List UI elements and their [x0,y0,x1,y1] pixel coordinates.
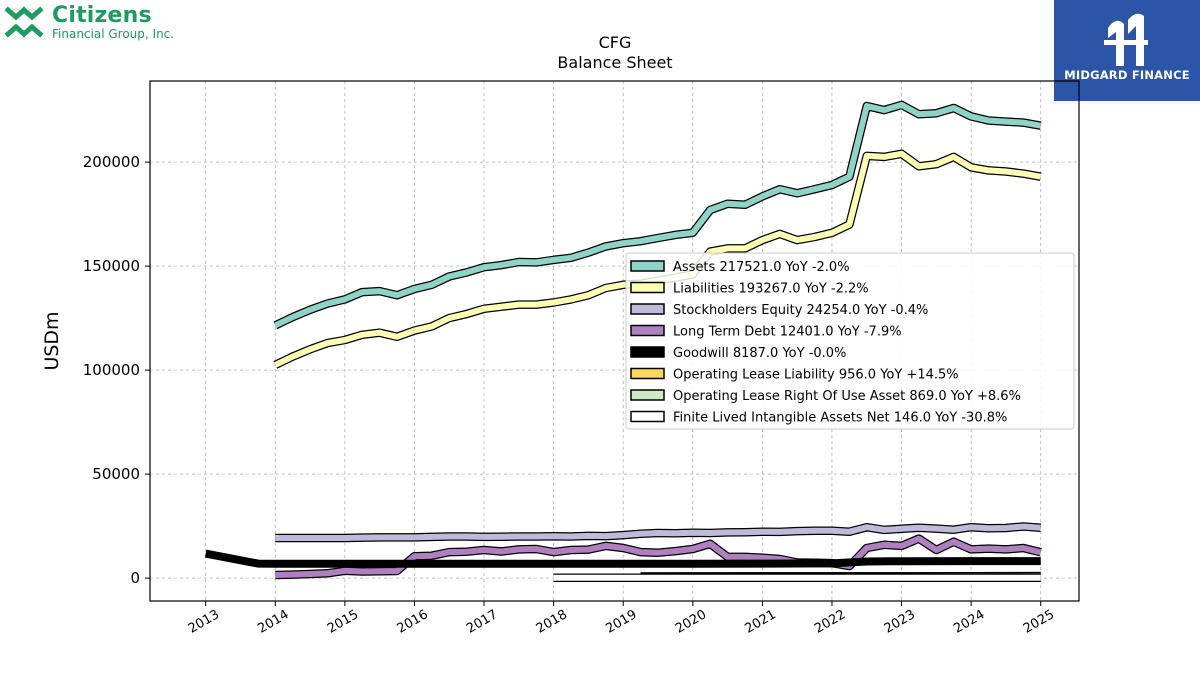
legend-swatch-liabilities [630,281,665,294]
series-lines [204,100,1042,583]
legend-label-assets: Assets 217521.0 YoY -2.0% [673,260,850,275]
x-tick-label: 2022 [812,607,848,637]
legend-swatch-finite-lived-intangible-assets-net [630,410,665,423]
y-tick-label: 0 [130,569,140,587]
legend-swatch-long-term-debt [630,324,665,337]
x-tick-label: 2013 [186,607,222,637]
series-line-goodwill [204,549,1041,568]
plot-frame [149,80,1080,602]
y-tick-label: 150000 [83,257,140,275]
x-tick-label: 2020 [673,607,709,637]
x-tick-label: 2023 [882,607,918,637]
x-tick-label: 2017 [464,607,500,637]
x-tick-label: 2014 [255,607,291,637]
legend-label-stockholders-equity: Stockholders Equity 24254.0 YoY -0.4% [673,303,928,318]
citizens-logo-icon [4,6,44,38]
y-tick-label: 100000 [83,361,140,379]
x-tick-label: 2025 [1021,607,1057,637]
midgard-logo-text: MIDGARD FINANCE [1064,68,1190,82]
citizens-logo: Citizens Financial Group, Inc. [4,3,204,44]
legend-label-goodwill: Goodwill 8187.0 YoY -0.0% [673,346,846,361]
x-tick-label: 2021 [743,607,779,637]
citizens-logo-subtitle: Financial Group, Inc. [52,27,175,41]
legend-label-long-term-debt: Long Term Debt 12401.0 YoY -7.9% [673,325,902,340]
x-tick-label: 2024 [951,607,987,637]
series-line-stockholders-equity [275,523,1041,541]
x-tick-label: 2019 [603,607,639,637]
chart-title: CFG [599,33,632,52]
legend-swatch-operating-lease-liability [630,367,665,380]
x-tick-label: 2015 [325,607,361,637]
x-tick-label: 2018 [534,607,570,637]
legend-label-finite-lived-intangible-assets-net: Finite Lived Intangible Assets Net 146.0… [673,411,1007,426]
legend-swatch-assets [630,260,665,272]
legend-label-liabilities: Liabilities 193267.0 YoY -2.2% [673,282,869,297]
midgard-finance-logo: MIDGARD FINANCE [1054,0,1200,101]
legend-box [625,252,1075,430]
legend: Assets 217521.0 YoY -2.0% Liabilities 193… [625,252,1075,430]
legend-label-operating-lease-right-of-use-asset: Operating Lease Right Of Use Asset 869.0… [673,389,1021,404]
series-line-assets [274,101,1042,329]
y-tick-label: 200000 [83,153,140,171]
legend-swatch-stockholders-equity [630,303,665,315]
chart-subtitle: Balance Sheet [557,53,672,72]
y-axis-label: USDm [41,311,63,370]
x-tick-label: 2016 [395,607,431,637]
legend-swatch-operating-lease-right-of-use-asset [630,389,665,401]
y-tick-label: 50000 [92,465,140,483]
midgard-logo-icon [1104,13,1148,66]
legend-swatch-goodwill [630,346,665,358]
legend-label-operating-lease-liability: Operating Lease Liability 956.0 YoY +14.… [673,368,959,383]
citizens-logo-name: Citizens [52,3,152,28]
